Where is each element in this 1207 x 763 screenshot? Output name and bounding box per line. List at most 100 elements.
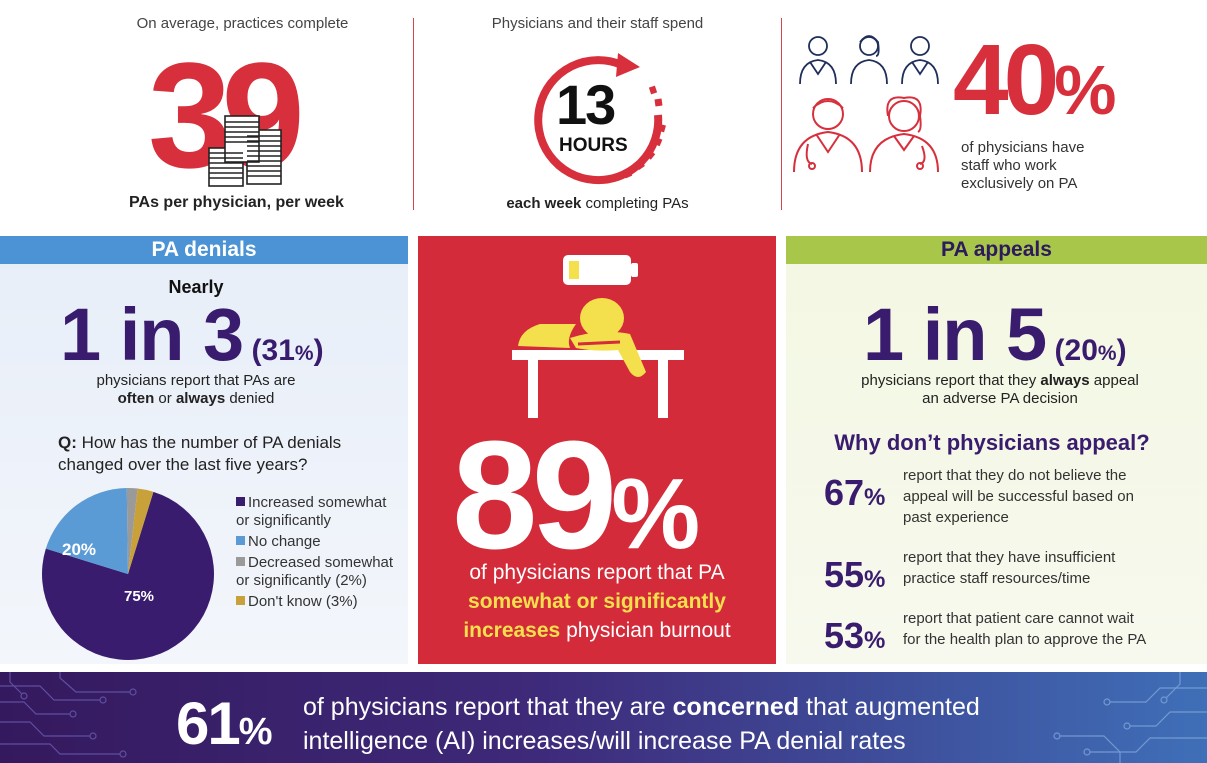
reason-pct: 67%	[824, 475, 885, 511]
reason-pct-sign: %	[864, 627, 886, 654]
burnout-percent: %	[611, 458, 701, 570]
legend-swatch	[236, 536, 245, 545]
pie-slice	[42, 491, 214, 660]
denials-bold-always: always	[175, 390, 226, 407]
pie-slice	[126, 488, 138, 574]
legend-item: No change	[236, 533, 396, 551]
banner-percent: %	[238, 711, 273, 753]
appeals-stat-pct-close: )	[1116, 334, 1127, 367]
burnout-number: 89%	[452, 418, 700, 572]
denials-desc-line2: often or always denied	[0, 390, 392, 408]
question-text: How has the number of PA denials changed…	[58, 433, 342, 474]
denials-stat-pct: (31	[251, 334, 295, 367]
col2-number: 13	[556, 73, 616, 136]
pie-label-increased: 75%	[124, 588, 155, 605]
denials-stat-pct-close: )	[313, 334, 324, 367]
appeals-stat-ratio: 1 in 5	[863, 293, 1047, 376]
reason-row: 55% report that they have insufficient p…	[824, 547, 1194, 597]
banner-number: 61%	[176, 694, 273, 754]
reason-pct-value: 53	[824, 615, 865, 656]
legend-label: Increased somewhat or significantly	[236, 494, 387, 529]
burnout-line1: of physicians report that PA	[469, 561, 725, 584]
appeals-desc-post: appeal	[1089, 372, 1139, 389]
col2-caption-rest: completing PAs	[581, 195, 689, 212]
reason-pct-sign: %	[864, 484, 886, 511]
appeals-desc-pre: physicians report that they	[861, 372, 1041, 389]
banner-pre: of physicians report that they are	[303, 693, 673, 721]
banner-number-value: 61	[176, 690, 241, 757]
banner-post: that augmented	[799, 693, 980, 721]
banner-line1: of physicians report that they are conce…	[303, 690, 1023, 724]
burnout-number-value: 89	[452, 409, 617, 581]
burnout-panel: 89% of physicians report that PA somewha…	[418, 236, 776, 664]
clock-arrow-icon	[534, 53, 666, 185]
banner-bold-concerned: concerned	[672, 693, 800, 721]
col2-caption-bold: each week	[506, 195, 582, 212]
physician-group-icon	[799, 35, 939, 85]
paper-stack-icon	[208, 115, 282, 187]
reason-pct: 55%	[824, 557, 885, 593]
pa-denials-header: PA denials	[0, 236, 408, 264]
reason-text: report that they have insufficient pract…	[903, 547, 1193, 589]
reason-text-line: report that they have insufficient	[903, 549, 1116, 566]
question-prefix: Q:	[58, 433, 77, 452]
col2-caption-bottom: each week completing PAs	[414, 195, 781, 212]
burnout-tail: physician burnout	[560, 619, 731, 642]
col2-unit: HOURS	[559, 135, 628, 156]
col3-percent: %	[1054, 51, 1117, 129]
reason-row: 67% report that they do not believe the …	[824, 465, 1194, 528]
pa-appeals-panel: PA appeals 1 in 5 (20%) physicians repor…	[786, 236, 1207, 664]
appeals-stat: 1 in 5 (20%)	[863, 298, 1127, 372]
pie-slice	[128, 488, 154, 574]
pa-denials-panel: PA denials Nearly 1 in 3 (31%) physician…	[0, 236, 408, 664]
col1-caption-bottom: PAs per physician, per week	[129, 194, 344, 211]
denials-desc-mid: or	[154, 390, 176, 407]
col3-number: 40%	[953, 30, 1116, 130]
legend-swatch	[236, 557, 245, 566]
pa-appeals-header: PA appeals	[786, 236, 1207, 264]
pie-slice	[45, 488, 128, 574]
burnout-line2: somewhat or significantly	[468, 590, 726, 613]
denials-question: Q: How has the number of PA denials chan…	[58, 432, 368, 476]
appeals-desc-line2: an adverse PA decision	[922, 390, 1078, 407]
divider-2	[781, 18, 782, 210]
circuit-pattern-left	[0, 672, 137, 758]
appeals-stat-pct-sign: %	[1097, 342, 1117, 365]
physician-pair-icon	[793, 96, 939, 173]
denials-bold-often: often	[117, 390, 155, 407]
burnout-caption: of physicians report that PA somewhat or…	[418, 558, 776, 645]
burnout-line3: increases physician burnout	[418, 616, 776, 645]
legend-label: Decreased somewhat or significantly (2%)	[236, 554, 394, 589]
circuit-pattern-right	[1053, 672, 1207, 763]
low-battery-icon	[563, 255, 638, 285]
legend-item: Don't know (3%)	[236, 593, 396, 611]
col3-number-value: 40	[953, 24, 1059, 136]
ai-concern-banner: 61% of physicians report that they are c…	[0, 672, 1207, 763]
appeals-desc-line1: physicians report that they always appea…	[786, 372, 1207, 390]
legend-item: Increased somewhat or significantly	[236, 494, 396, 530]
legend-label: Don't know (3%)	[248, 593, 358, 610]
reason-text-line: past experience	[903, 509, 1009, 526]
appeals-stat-pct: (20	[1054, 334, 1098, 367]
pie-legend: Increased somewhat or significantly No ch…	[236, 494, 396, 614]
divider-1	[413, 18, 414, 210]
reason-text: report that they do not believe the appe…	[903, 465, 1193, 528]
denials-nearly: Nearly	[168, 277, 224, 297]
reason-text: report that patient care cannot wait for…	[903, 608, 1203, 650]
legend-label: No change	[248, 533, 321, 550]
appeals-desc: physicians report that they always appea…	[786, 372, 1207, 408]
stat-39-pas: On average, practices complete 39 PAs pe…	[0, 0, 413, 225]
appeals-why-heading: Why don’t physicians appeal?	[834, 430, 1150, 455]
banner-text: of physicians report that they are conce…	[303, 690, 1023, 758]
denials-desc-tail: denied	[225, 390, 275, 407]
legend-item: Decreased somewhat or significantly (2%)	[236, 554, 396, 590]
col1-caption-top: On average, practices complete	[136, 15, 349, 32]
banner-line2: intelligence (AI) increases/will increas…	[303, 727, 906, 755]
legend-swatch	[236, 596, 245, 605]
denials-stat: 1 in 3 (31%)	[60, 298, 324, 372]
reason-text-line: for the health plan to approve the PA	[903, 631, 1147, 648]
reason-text-line: report that they do not believe the	[903, 467, 1127, 484]
reason-text-line: appeal will be successful based on	[903, 488, 1134, 505]
denials-pie-chart	[42, 488, 214, 660]
reason-text-line: report that patient care cannot wait	[903, 610, 1134, 627]
